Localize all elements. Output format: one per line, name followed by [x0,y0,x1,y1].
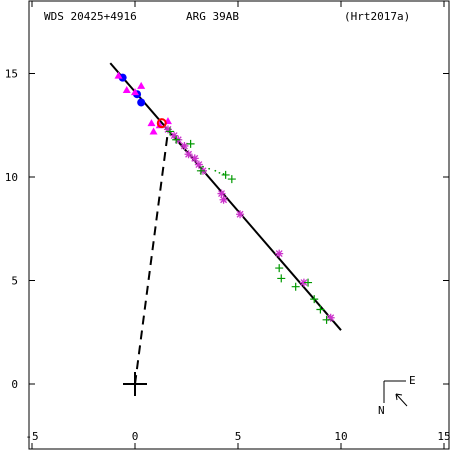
star-point [163,125,172,134]
compass-north: N [378,404,385,417]
x-tick-label: 0 [132,430,139,443]
plus-point [196,166,205,175]
triangle-point [131,88,139,96]
data-points [114,71,335,324]
star-point [217,189,226,198]
dot-point [202,165,204,168]
plus-point [227,175,236,184]
triangle-point [122,86,131,94]
star-point [236,210,245,219]
y-tick-label: 5 [11,275,18,288]
star-point [299,278,308,287]
triangle-point [147,119,156,127]
plus-point [166,127,175,136]
orbit-line [109,62,342,331]
header-ref: (Hrt2017a) [344,10,410,23]
star-point [326,313,335,322]
x-tick-label: 10 [334,430,347,443]
plot-frame [28,0,450,450]
dot-point [218,171,221,174]
plus-point [316,305,325,314]
star-point [219,195,228,204]
axis-ticks: -5 0 5 10 15 0 5 10 15 [5,1,450,449]
star-point [184,150,193,159]
star-point [275,249,284,258]
red-circle-point [156,118,167,129]
plus-point [275,264,284,273]
compass-east: E [409,374,416,387]
star-point [180,141,189,150]
y-tick-label: 15 [5,68,18,81]
plus-point [221,170,230,179]
dot-point [214,169,217,172]
periastron-connector [134,131,169,385]
motion-arrowhead [395,393,403,401]
plus-point [172,135,181,144]
plus-point [310,295,319,304]
star-point [170,131,179,140]
header-wds: WDS 20425+4916 [44,10,137,23]
plus-point [186,139,195,148]
plus-point [277,274,286,283]
triangle-point [137,81,146,89]
star-point [190,154,199,163]
triangle-point [149,127,158,135]
y-tick-label: 10 [5,171,18,184]
x-tick-label: 5 [235,430,242,443]
y-tick-label: 0 [11,378,18,391]
dot-point [222,172,225,175]
compass: N E [378,374,416,417]
plus-point [291,282,300,291]
plus-point [322,315,331,324]
x-tick-label: 15 [437,430,450,443]
dot-point [208,167,211,170]
plus-point [304,278,313,287]
orbit-lines [109,62,342,396]
x-tick-label: -5 [25,430,38,443]
header-disc: ARG 39AB [186,10,239,23]
triangle-point [114,71,123,79]
circle-point [137,98,146,107]
motion-arrow [395,393,408,407]
star-point [194,160,203,169]
